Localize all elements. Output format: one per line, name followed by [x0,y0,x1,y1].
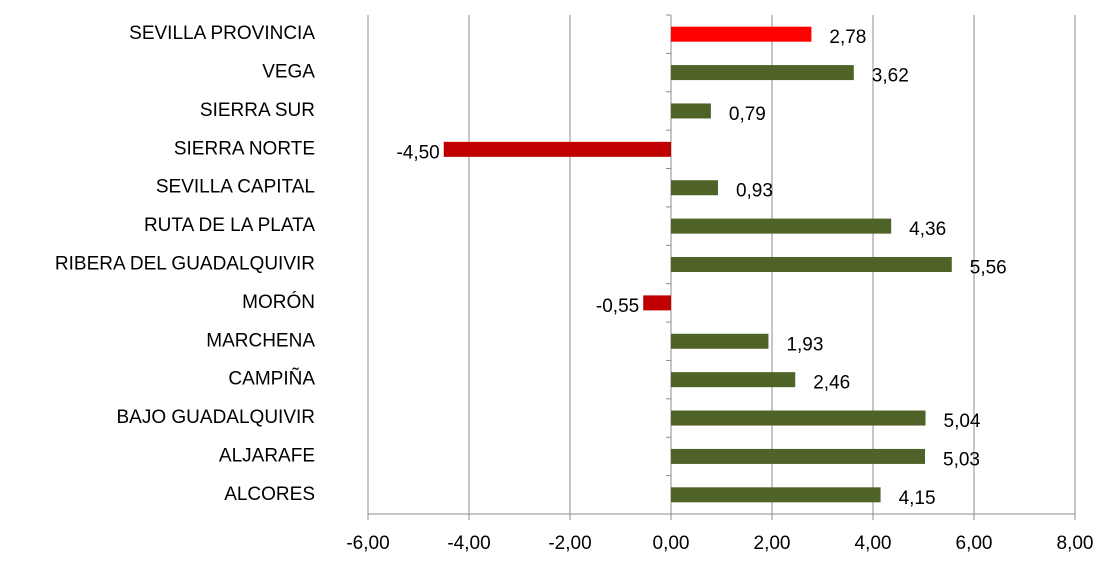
y-tick-label: SIERRA NORTE [174,138,315,159]
value-label: 1,93 [786,334,823,355]
y-tick-label: RUTA DE LA PLATA [144,215,315,236]
y-tick-label: SIERRA SUR [200,100,315,121]
bar [671,410,926,426]
value-label: 3,62 [872,66,909,87]
bar [671,218,892,234]
bar [671,372,796,388]
y-tick-label: MARCHENA [206,330,315,351]
x-tick-label: 6,00 [956,533,993,554]
y-tick-label: MORÓN [242,291,315,313]
bar [671,333,769,349]
x-tick-label: -2,00 [548,533,591,554]
value-label: 4,15 [899,488,936,509]
x-tick-label: 8,00 [1057,533,1094,554]
value-label: 4,36 [909,219,946,240]
value-label: 2,46 [813,373,850,394]
bar [671,180,718,196]
bar [671,257,952,272]
bar [671,487,881,503]
y-tick-label: SEVILLA CAPITAL [156,177,315,198]
y-tick-label: ALCORES [224,484,315,505]
y-tick-label: SEVILLA PROVINCIA [129,23,315,44]
y-tick-label: VEGA [262,62,315,83]
x-tick-label: -6,00 [346,533,389,554]
value-label: 5,56 [970,258,1007,279]
x-tick-label: 4,00 [855,533,892,554]
y-tick-label: CAMPIÑA [228,368,315,390]
value-label: 0,79 [729,104,766,125]
value-label: 2,78 [829,27,866,48]
y-tick-label: BAJO GUADALQUIVIR [117,407,316,428]
y-tick-label: ALJARAFE [219,445,315,466]
value-label: 5,03 [943,449,980,470]
x-tick-label: 0,00 [653,533,690,554]
y-tick-label: RIBERA DEL GUADALQUIVIR [55,254,315,275]
value-label: -0,55 [596,296,639,317]
bar [671,103,711,119]
x-tick-label: -4,00 [447,533,490,554]
value-label: -4,50 [396,142,439,163]
bar [671,448,926,464]
bar [443,141,671,157]
bar [671,26,812,42]
bar [671,65,854,81]
x-tick-label: 2,00 [754,533,791,554]
value-label: 0,93 [736,181,773,202]
bar [643,295,671,311]
value-label: 5,04 [944,411,981,432]
